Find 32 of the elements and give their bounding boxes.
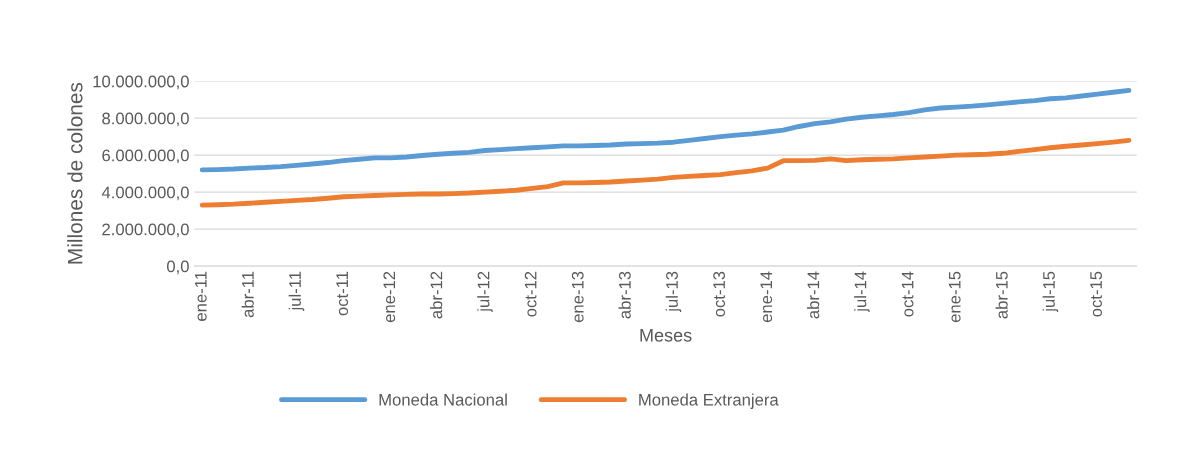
x-tick-label: jul-14 — [854, 271, 870, 313]
y-tick-label: 6.000.000,0 — [102, 149, 189, 164]
line-series — [199, 88, 1132, 173]
x-tick-label: ene-13 — [571, 271, 584, 323]
x-tick-label: ene-15 — [948, 271, 961, 323]
x-tick-label: oct-12 — [524, 271, 537, 317]
x-tick-label: jul-13 — [665, 271, 682, 313]
y-tick-label: 8.000.000,0 — [102, 112, 189, 127]
legend-label: Moneda Nacional — [379, 393, 507, 406]
y-tick-label: 4.000.000,0 — [101, 186, 189, 201]
y-tick-label: 2.000.000,0 — [102, 223, 189, 238]
legend-label: Moneda Extranjera — [639, 393, 779, 409]
line-series — [199, 137, 1132, 208]
y-tick-label: 0,0 — [166, 260, 189, 275]
x-tick-label: ene-12 — [383, 271, 396, 323]
x-tick-label: jul-11 — [288, 271, 305, 311]
x-tick-label: oct-14 — [901, 271, 914, 317]
x-tick-label: ene-14 — [760, 271, 773, 323]
x-tick-label: ene-11 — [195, 271, 207, 321]
y-axis-title: Millones de colones — [67, 82, 83, 264]
y-tick-label: 10.000.000,0 — [93, 75, 189, 90]
x-axis-title: Meses — [640, 329, 692, 342]
x-tick-label: abr-15 — [995, 271, 1008, 319]
x-tick-label: jul-15 — [1042, 271, 1059, 313]
x-tick-label: abr-11 — [241, 271, 254, 318]
x-tick-label: jul-12 — [477, 271, 493, 313]
x-tick-label: abr-12 — [430, 271, 443, 319]
x-tick-label: oct-15 — [1090, 271, 1102, 317]
x-tick-label: abr-14 — [807, 271, 820, 319]
x-tick-label: abr-13 — [618, 271, 631, 319]
x-tick-label: oct-11 — [336, 271, 349, 316]
x-tick-label: oct-13 — [713, 271, 726, 317]
